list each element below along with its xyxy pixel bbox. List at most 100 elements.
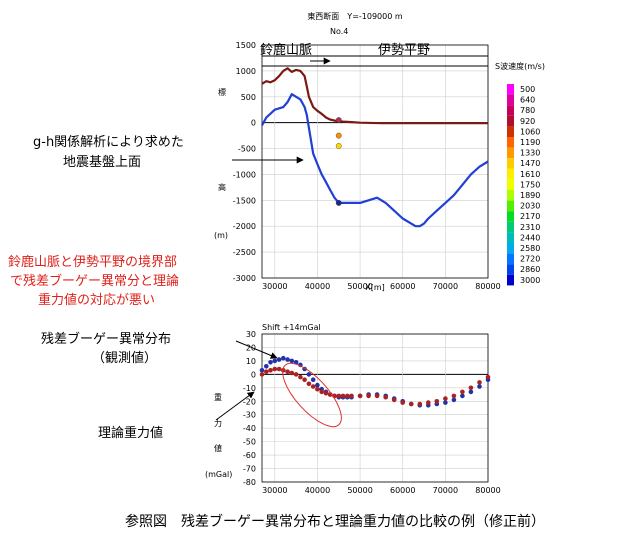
observed-anomaly-point — [285, 357, 290, 362]
legend-swatch — [507, 190, 514, 201]
legend-label: 780 — [520, 106, 535, 115]
theoretical-gravity-point — [426, 400, 431, 405]
y-tick-label: -50 — [243, 438, 256, 447]
legend-label: 1190 — [520, 138, 540, 147]
bottom-y-label-4: (mGal) — [205, 470, 232, 479]
legend-swatch — [507, 158, 514, 169]
y-tick-label: 30 — [246, 330, 256, 339]
x-tick-label: 70000 — [433, 282, 458, 291]
y-tick-label: -30 — [243, 411, 256, 420]
theoretical-gravity-point — [357, 393, 363, 399]
legend-swatch — [507, 147, 514, 159]
legend-label: 2030 — [520, 202, 540, 211]
observed-anomaly-point — [306, 372, 312, 377]
observed-anomaly-point — [281, 355, 286, 361]
basement-note-line1: g-h関係解析により求めた — [33, 135, 184, 150]
theoretical-gravity-point — [289, 370, 295, 376]
y-tick-label: -1000 — [233, 170, 256, 179]
observed-anomaly-point — [451, 397, 457, 403]
observed-anomaly-point — [443, 400, 448, 405]
legend-swatch — [507, 232, 514, 243]
top-x-label: X[m] — [365, 283, 385, 292]
theoretical-gravity-point — [323, 390, 329, 396]
legend-label: 1890 — [520, 191, 540, 200]
theoretical-gravity-point — [293, 372, 299, 377]
y-tick-label: 0 — [251, 119, 256, 128]
observed-anomaly-point — [315, 382, 320, 388]
theoretical-gravity-point — [298, 374, 303, 380]
theoretical-gravity-point — [345, 393, 350, 399]
observed-anomaly-point — [289, 358, 295, 364]
theoretical-gravity-point — [434, 399, 440, 404]
legend-label: 2440 — [520, 233, 540, 242]
observed-anomaly-point — [268, 360, 273, 365]
bottom-grid — [262, 333, 489, 483]
observed-anomaly-point — [276, 357, 282, 362]
observed-anomaly-point — [264, 364, 269, 369]
bottom-y-ticks: 30 20 10 0 -10 -20 -30 -40 -50 -60 -70 -80 — [243, 330, 256, 487]
x-tick-label: 70000 — [433, 486, 458, 495]
x-tick-label: 30000 — [262, 282, 287, 291]
legend-label: 920 — [520, 117, 535, 126]
theoretical-gravity-point — [272, 366, 278, 372]
theoretical-gravity-point — [302, 377, 307, 383]
observed-anomaly-point — [477, 384, 482, 389]
legend-label: 2580 — [520, 244, 540, 253]
x-tick-label: 50000 — [347, 486, 372, 495]
y-tick-label: -2000 — [233, 222, 256, 231]
x-tick-label: 80000 — [475, 282, 500, 291]
y-tick-label: -500 — [238, 145, 256, 154]
legend-swatch — [507, 105, 514, 116]
x-tick-label: 80000 — [475, 486, 500, 495]
top-grid — [262, 44, 489, 279]
observed-anomaly-point — [259, 368, 265, 373]
y-tick-label: -40 — [243, 424, 256, 433]
y-tick-label: -3000 — [233, 274, 256, 283]
basement-note-line2: 地震基盤上面 — [63, 155, 141, 170]
y-tick-label: -20 — [243, 397, 256, 406]
observed-note-line1: 残差ブーゲー異常分布 — [41, 331, 171, 347]
theoretical-gravity-point — [400, 400, 406, 405]
observed-anomaly-point — [468, 389, 474, 395]
top-y-label-1: 標 — [218, 87, 226, 97]
theoretical-gravity-point — [310, 384, 316, 389]
x-tick-label: 30000 — [262, 486, 287, 495]
annotations: g-h関係解析により求めた 地震基盤上面 鈴鹿山脈と伊勢平野の境界部 で残差ブー… — [8, 135, 304, 441]
legend-label: 1470 — [520, 159, 540, 168]
legend-label: 1750 — [520, 180, 540, 189]
top-y-label-2: 高 — [218, 182, 226, 192]
y-tick-label: -70 — [243, 465, 256, 474]
region-right-label: 伊勢平野 — [378, 43, 430, 58]
y-tick-label: -60 — [243, 451, 256, 460]
theoretical-gravity-point — [349, 393, 354, 399]
bottom-y-label-3: 値 — [214, 443, 222, 453]
theoretical-gravity-point — [366, 393, 371, 399]
bottom-plot-frame — [261, 333, 489, 483]
chart-title: 東西断面 Y=-109000 m — [307, 11, 403, 21]
x-tick-label: 40000 — [305, 486, 330, 495]
legend-swatch — [507, 274, 514, 286]
x-tick-label: 60000 — [390, 282, 415, 291]
theory-arrow-icon — [215, 391, 255, 421]
observed-anomaly-point — [460, 393, 465, 399]
legend-swatch — [507, 179, 514, 190]
mismatch-note-line2: で残差ブーゲー異常分と理論 — [10, 273, 179, 289]
legend-label: 2170 — [520, 212, 540, 221]
theoretical-gravity-point — [468, 385, 474, 391]
legend-title: S波速度(m/s) — [495, 61, 545, 71]
mismatch-note-line1: 鈴鹿山脈と伊勢平野の境界部 — [8, 254, 177, 270]
legend-swatch — [507, 211, 514, 222]
bottom-y-label-1: 重 — [214, 392, 222, 402]
theoretical-gravity-point — [268, 368, 273, 373]
observed-anomaly-point — [310, 377, 316, 383]
x-tick-label: 60000 — [390, 486, 415, 495]
bottom-x-ticks: 30000 40000 50000 60000 70000 80000 — [262, 486, 501, 495]
legend-label: 1610 — [520, 170, 540, 179]
y-tick-label: -10 — [243, 384, 256, 393]
y-tick-label: 10 — [246, 357, 256, 366]
y-tick-label: -80 — [243, 478, 256, 487]
theoretical-gravity-point — [319, 389, 325, 395]
mismatch-highlight-ellipse — [282, 362, 342, 428]
bottom-series — [259, 355, 491, 408]
theoretical-gravity-point — [443, 396, 448, 401]
